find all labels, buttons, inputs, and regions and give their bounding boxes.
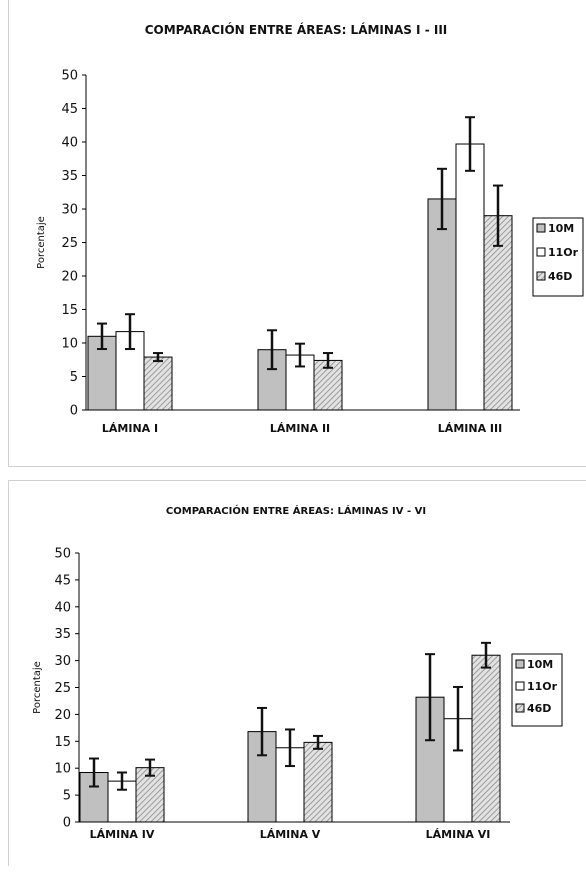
chart-title: COMPARACIÓN ENTRE ÁREAS: LÁMINAS I - III — [145, 22, 448, 37]
bar-10m-3 — [428, 199, 456, 410]
legend-swatch — [516, 682, 524, 690]
legend-swatch — [516, 704, 524, 712]
legend-label: 10M — [548, 222, 574, 235]
legend-swatch — [516, 660, 524, 668]
x-category-label: LÁMINA IV — [90, 828, 155, 841]
y-tick-label: 30 — [61, 203, 78, 218]
y-tick-label: 5 — [63, 789, 71, 804]
legend: 10M 11Or 46D — [533, 218, 583, 296]
y-axis-label: Porcentaje — [36, 216, 47, 269]
legend-label: 11Or — [548, 246, 579, 259]
bar-46d-3 — [472, 655, 500, 822]
y-tick-label: 5 — [70, 370, 78, 385]
legend-swatch — [537, 224, 545, 232]
chart-panel-1: COMPARACIÓN ENTRE ÁREAS: LÁMINAS I - III… — [0, 0, 586, 470]
x-category-label: LÁMINA V — [260, 828, 321, 841]
y-tick-label: 15 — [54, 735, 71, 750]
y-tick-label: 40 — [61, 136, 78, 151]
y-tick-label: 45 — [61, 102, 78, 117]
y-tick-label: 0 — [63, 816, 71, 831]
chart-panel-2: COMPARACIÓN ENTRE ÁREAS: LÁMINAS IV - VI… — [0, 480, 586, 871]
y-tick-label: 20 — [54, 708, 71, 723]
y-tick-label: 25 — [61, 236, 78, 251]
bar-11or-3 — [456, 144, 484, 410]
y-tick-label: 25 — [54, 681, 71, 696]
bar-46d-2 — [304, 742, 332, 822]
x-category-label: LÁMINA II — [270, 422, 330, 435]
y-tick-label: 45 — [54, 573, 71, 588]
x-category-label: LÁMINA VI — [426, 828, 491, 841]
bar-chart-laminas-i-iii: COMPARACIÓN ENTRE ÁREAS: LÁMINAS I - III… — [0, 0, 586, 470]
legend-swatch — [537, 248, 545, 256]
y-tick-label: 50 — [61, 69, 78, 84]
y-tick-label: 0 — [70, 404, 78, 419]
x-category-label: LÁMINA III — [438, 422, 502, 435]
bar-46d-1 — [144, 357, 172, 410]
legend-label: 10M — [527, 658, 553, 671]
y-tick-label: 40 — [54, 600, 71, 615]
legend: 10M 11Or 46D — [512, 654, 562, 726]
y-tick-label: 20 — [61, 270, 78, 285]
y-tick-label: 35 — [54, 627, 71, 642]
y-tick-label: 10 — [61, 337, 78, 352]
bar-chart-laminas-iv-vi: COMPARACIÓN ENTRE ÁREAS: LÁMINAS IV - VI… — [0, 480, 586, 871]
y-tick-label: 10 — [54, 762, 71, 777]
x-category-label: LÁMINA I — [102, 422, 158, 435]
y-tick-label: 50 — [54, 547, 71, 562]
chart-title: COMPARACIÓN ENTRE ÁREAS: LÁMINAS IV - VI — [166, 504, 426, 517]
legend-label: 46D — [527, 702, 551, 715]
y-tick-label: 15 — [61, 303, 78, 318]
y-tick-label: 35 — [61, 169, 78, 184]
legend-label: 11Or — [527, 680, 558, 693]
y-tick-label: 30 — [54, 654, 71, 669]
y-axis-label: Porcentaje — [32, 661, 43, 714]
legend-swatch — [537, 272, 545, 280]
legend-label: 46D — [548, 270, 572, 283]
